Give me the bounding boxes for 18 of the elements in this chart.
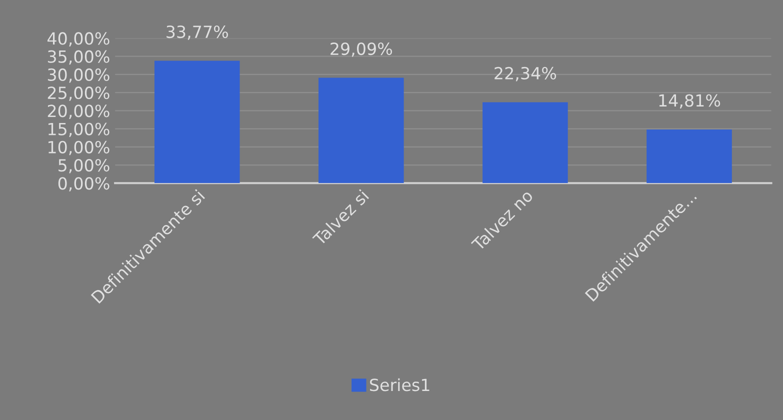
y-tick-label: 20,00%: [48, 104, 110, 119]
bar: [482, 102, 568, 184]
bar: [646, 129, 732, 184]
y-tick-label: 35,00%: [48, 50, 110, 65]
y-tick-label: 40,00%: [48, 32, 110, 46]
y-tick-label: 15,00%: [48, 122, 110, 138]
data-label: 29,09%: [330, 42, 392, 57]
y-tick-label: 30,00%: [48, 68, 110, 83]
bar: [318, 78, 404, 184]
y-tick-label: 0,00%: [58, 177, 110, 192]
y-tick-label: 5,00%: [58, 158, 110, 174]
data-label: 22,34%: [494, 66, 556, 82]
y-tick-label: 10,00%: [48, 140, 110, 156]
legend-label: Series1: [370, 378, 430, 392]
data-label: 33,77%: [166, 26, 228, 40]
data-label: 14,81%: [659, 94, 720, 108]
y-tick-label: 25,00%: [48, 86, 110, 101]
bar: [154, 60, 240, 184]
